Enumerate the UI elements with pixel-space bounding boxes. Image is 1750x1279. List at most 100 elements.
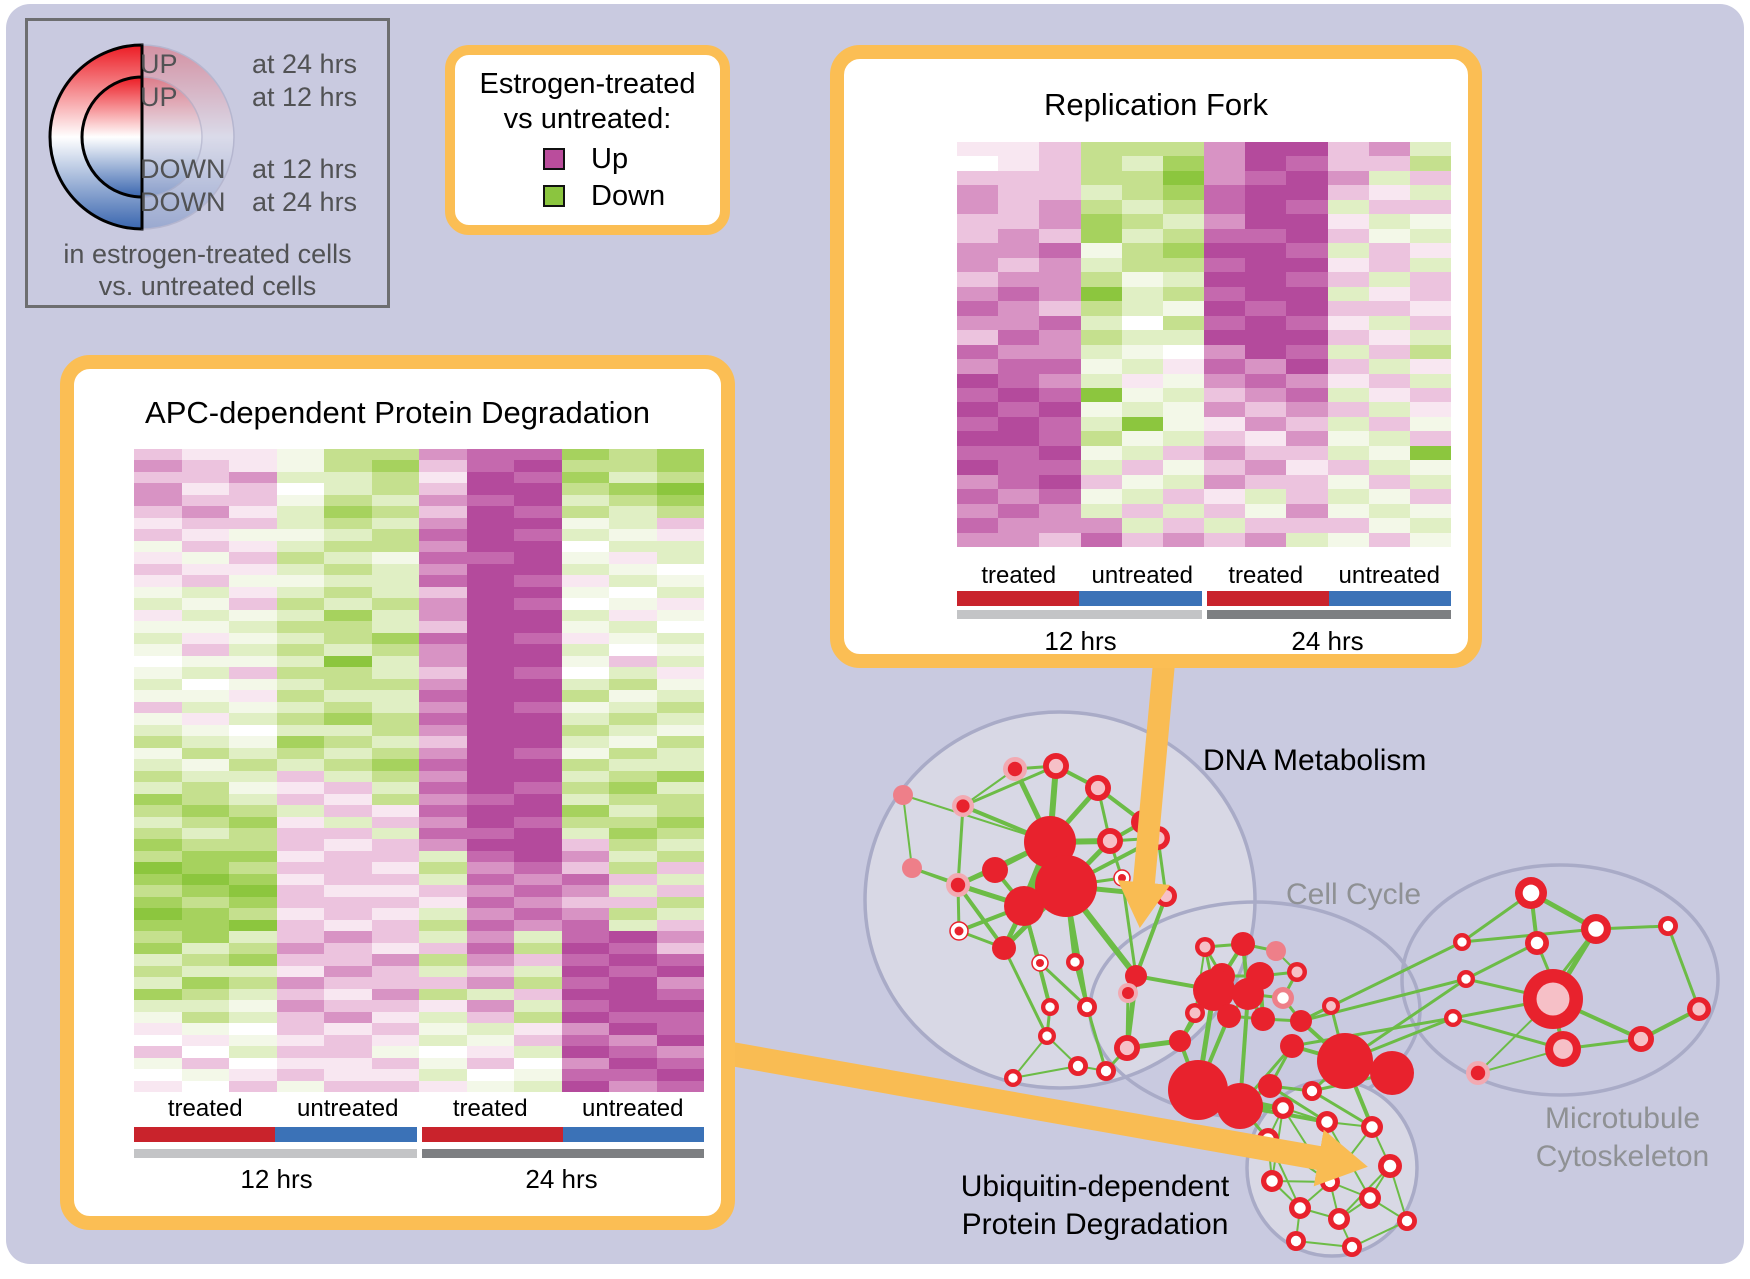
heatmap-cell: [1039, 199, 1081, 215]
heatmap-cell: [1409, 474, 1452, 490]
heatmap-cell: [957, 257, 999, 273]
heatmap-cell: [1080, 503, 1122, 519]
heatmap-cell: [514, 529, 562, 541]
heatmap-cell: [609, 885, 657, 897]
heatmap-cell: [134, 701, 182, 714]
heatmap-cell: [1121, 199, 1163, 215]
heatmap-cell: [324, 1034, 372, 1047]
heatmap-cell: [609, 793, 657, 806]
heatmap-cell: [1039, 170, 1081, 186]
heatmap-cell: [419, 965, 467, 978]
heatmap-row: [134, 954, 704, 966]
heatmap-cell: [514, 517, 562, 530]
heatmap-row: [134, 747, 704, 760]
heatmap-cell: [1286, 228, 1328, 244]
ring-caption-line1: in estrogen-treated cells: [63, 239, 352, 269]
heatmap-cell: [229, 460, 277, 472]
network-edge: [902, 794, 913, 869]
heatmap-cell: [609, 770, 657, 783]
heatmap-cell: [1327, 185, 1369, 200]
heatmap-cell: [514, 678, 562, 691]
network-node-core: [1045, 1002, 1055, 1012]
heatmap-cell: [324, 563, 372, 576]
heatmap-cell: [1368, 257, 1410, 273]
heatmap-cell: [957, 272, 999, 287]
heatmap-cell: [419, 896, 467, 909]
network-edge: [1012, 1065, 1079, 1079]
heatmap-cell: [561, 667, 609, 679]
heatmap-cell: [1286, 532, 1328, 548]
heatmap-cell: [656, 793, 704, 806]
heatmap-cell: [561, 517, 609, 530]
heatmap-row: [134, 563, 704, 576]
heatmap-cell: [134, 908, 182, 920]
heatmap-cell: [324, 965, 372, 978]
heatmap-cell: [609, 701, 657, 714]
heatmap-cell: [1121, 286, 1163, 302]
heatmap-cell: [466, 759, 514, 771]
heatmap-cell: [229, 782, 277, 794]
heatmap-cell: [1286, 286, 1328, 302]
heatmap-row: [134, 1080, 704, 1093]
heatmap-cell: [466, 896, 514, 909]
heatmap-cell: [1409, 518, 1452, 533]
heatmap-cell: [1121, 330, 1163, 345]
heatmap-cell: [1286, 301, 1328, 316]
heatmap-cell: [609, 449, 657, 461]
heatmap-cell: [134, 678, 182, 691]
heatmap-cell: [229, 862, 277, 874]
heatmap-cell: [419, 839, 467, 851]
heatmap-cell: [957, 431, 999, 446]
heatmap-cell: [324, 598, 372, 610]
heatmap-cell: [1204, 431, 1246, 446]
heatmap-cell: [276, 506, 324, 518]
heatmap-cell: [134, 632, 182, 645]
heatmap-cell: [371, 598, 419, 610]
heatmap-cell: [276, 1057, 324, 1070]
heatmap-cell: [1039, 272, 1081, 287]
heatmap-cell: [998, 214, 1040, 229]
heatmap-cell: [561, 1034, 609, 1047]
heatmap-cell: [514, 667, 562, 679]
heatmap-cell: [466, 827, 514, 840]
heatmap-cell: [1245, 460, 1287, 475]
heatmap-cell: [466, 839, 514, 851]
heatmap-cell: [1327, 330, 1369, 345]
heatmap-cell: [324, 931, 372, 943]
heatmap-cell: [514, 506, 562, 518]
network-node-core: [1321, 1116, 1333, 1128]
heatmap-cell: [1204, 142, 1246, 157]
heatmap-cell: [276, 667, 324, 679]
heatmap-cell: [656, 575, 704, 587]
ubiquitin-label-line2: Protein Degradation: [961, 1208, 1229, 1241]
heatmap-cell: [324, 1011, 372, 1024]
heatmap-cell: [1286, 272, 1328, 287]
heatmap-cell: [134, 575, 182, 587]
heatmap-cell: [419, 782, 467, 794]
heatmap-row: [134, 724, 704, 737]
heatmap-row: [134, 517, 704, 530]
heatmap-cell: [229, 736, 277, 748]
heatmap-row: [134, 632, 704, 645]
heatmap-cell: [324, 690, 372, 702]
replication-fork-title: Replication Fork: [1044, 87, 1268, 122]
heatmap-cell: [561, 621, 609, 633]
heatmap-cell: [419, 460, 467, 472]
heatmap-cell: [466, 609, 514, 622]
heatmap-cell: [229, 942, 277, 955]
network-node-core: [1036, 959, 1044, 967]
heatmap-cell: [371, 862, 419, 874]
heatmap-cell: [609, 1069, 657, 1081]
group-label-untreated: untreated: [1338, 562, 1440, 589]
network-edge: [1666, 925, 1701, 1010]
up-label: Up: [591, 142, 629, 175]
network-node: [893, 785, 913, 805]
heatmap-cell: [419, 506, 467, 518]
heatmap-cell: [181, 873, 229, 886]
heatmap-cell: [1327, 460, 1369, 475]
heatmap-cell: [1409, 373, 1452, 388]
heatmap-cell: [656, 1069, 704, 1081]
heatmap-cell: [656, 713, 704, 725]
heatmap-cell: [998, 431, 1040, 446]
heatmap-cell: [181, 736, 229, 748]
